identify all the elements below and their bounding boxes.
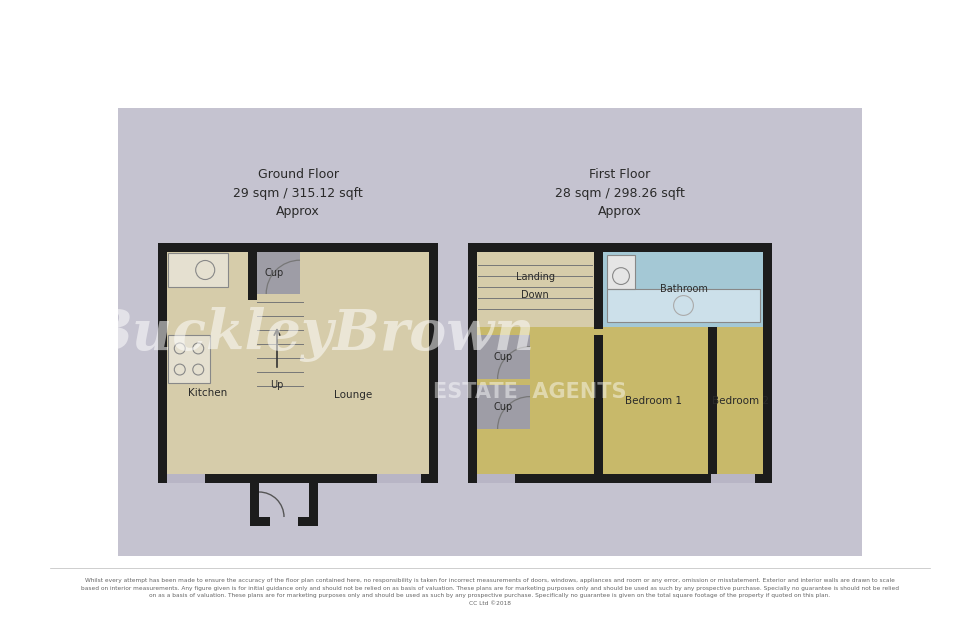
Bar	[603, 251, 764, 327]
Text: Cup: Cup	[265, 268, 283, 277]
Bar	[711, 474, 755, 483]
Bar	[477, 474, 515, 483]
Text: Lounge: Lounge	[334, 390, 372, 400]
Text: Bedroom 1: Bedroom 1	[624, 396, 681, 406]
Bar	[309, 474, 318, 526]
Bar	[607, 255, 635, 289]
Bar	[250, 474, 259, 526]
Text: BuckleyBrown: BuckleyBrown	[85, 308, 535, 363]
Bar	[468, 243, 477, 483]
Bar	[476, 335, 530, 379]
Text: Cup: Cup	[493, 402, 513, 412]
Bar	[298, 517, 318, 526]
Bar	[607, 255, 635, 289]
Text: Bathroom: Bathroom	[660, 284, 708, 294]
Bar	[594, 243, 603, 329]
Text: Whilst every attempt has been made to ensure the accuracy of the floor plan cont: Whilst every attempt has been made to en…	[81, 578, 899, 606]
Text: Up: Up	[270, 380, 283, 390]
Bar	[476, 251, 594, 327]
Bar	[158, 474, 438, 483]
Text: Kitchen: Kitchen	[188, 388, 227, 398]
Bar	[476, 385, 530, 429]
Text: ESTATE  AGENTS: ESTATE AGENTS	[433, 382, 627, 402]
Text: Landing: Landing	[515, 272, 555, 282]
Text: Ground Floor
29 sqm / 315.12 sqft
Approx: Ground Floor 29 sqm / 315.12 sqft Approx	[233, 168, 363, 218]
Bar	[158, 243, 167, 483]
Bar	[166, 251, 430, 475]
Bar	[429, 243, 438, 483]
Bar	[594, 335, 603, 479]
Bar	[168, 335, 210, 383]
Bar	[708, 327, 717, 475]
Bar	[607, 289, 760, 322]
Bar	[118, 108, 862, 556]
Bar	[168, 335, 210, 383]
Bar	[248, 251, 300, 294]
Text: Down: Down	[521, 290, 549, 300]
Bar	[468, 474, 772, 483]
Bar	[377, 474, 421, 483]
Bar	[167, 474, 205, 483]
Bar	[763, 243, 772, 483]
Bar	[158, 243, 438, 252]
Bar	[468, 243, 772, 252]
Text: Cup: Cup	[493, 352, 513, 362]
Bar	[168, 253, 228, 287]
Bar	[248, 243, 257, 300]
Text: First Floor
28 sqm / 298.26 sqft
Approx: First Floor 28 sqm / 298.26 sqft Approx	[555, 168, 685, 218]
Bar	[607, 289, 760, 322]
Text: Bedroom 2: Bedroom 2	[711, 396, 768, 406]
Bar	[250, 517, 270, 526]
Bar	[259, 483, 309, 526]
Bar	[476, 251, 764, 475]
Bar	[168, 253, 228, 287]
